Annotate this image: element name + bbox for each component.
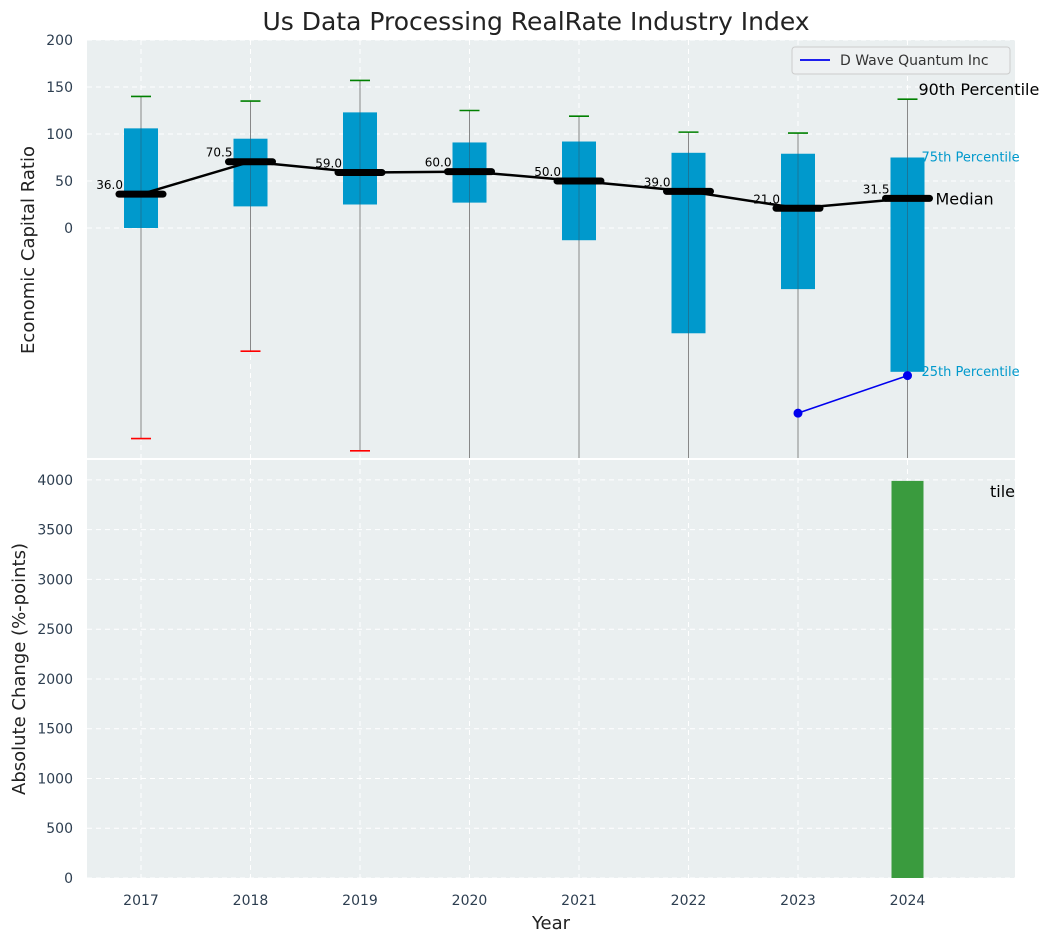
top-y-tick-label: 50 xyxy=(55,174,73,190)
annotation-p25: 25th Percentile xyxy=(922,365,1020,380)
bottom-y-tick-label: 1500 xyxy=(37,722,73,738)
annotation-p75: 75th Percentile xyxy=(922,151,1020,166)
top-y-tick-label: 200 xyxy=(46,33,73,49)
x-tick-label: 2024 xyxy=(890,893,926,909)
company-line xyxy=(797,374,908,414)
median-value-label: 31.5 xyxy=(863,182,890,196)
bottom-y-tick-label: 3000 xyxy=(37,572,73,588)
x-tick-label: 2020 xyxy=(452,893,488,909)
top-y-axis-label: Economic Capital Ratio xyxy=(18,146,39,354)
x-tick-label: 2017 xyxy=(123,893,159,909)
bottom-y-tick-label: 2000 xyxy=(37,672,73,688)
median-value-label: 50.0 xyxy=(534,165,561,179)
percentile-annotations: 90th Percentile 75th Percentile Median 25th… xyxy=(919,80,1040,380)
bar xyxy=(891,480,924,878)
median-value-label: 70.5 xyxy=(206,146,233,160)
bottom-gridlines xyxy=(87,460,1015,879)
x-tick-label: 2019 xyxy=(342,893,378,909)
bottom-y-tick-label: 500 xyxy=(46,821,73,837)
box-series: 36.0 70.5 59.0 60.0 50.0 39.0 21.0 31.5 xyxy=(96,79,933,459)
legend: D Wave Quantum Inc xyxy=(791,46,1011,75)
company-point xyxy=(793,408,803,418)
legend-box xyxy=(791,46,1011,75)
clipped-annotation: tile xyxy=(990,482,1015,501)
top-y-tick-label: 0 xyxy=(64,221,73,237)
bottom-y-tick-label: 0 xyxy=(64,871,73,887)
x-tick-label: 2018 xyxy=(233,893,269,909)
median-value-label: 60.0 xyxy=(425,156,452,170)
top-plot-area xyxy=(87,40,1015,459)
bottom-y-tick-label: 1000 xyxy=(37,771,73,787)
bottom-y-axis-label: Absolute Change (%-points) xyxy=(9,543,30,795)
bottom-plot-area xyxy=(87,460,1015,878)
top-y-ticks: 200 150 100 50 0 xyxy=(46,33,73,237)
median-value-label: 21.0 xyxy=(753,192,780,206)
legend-entry-company: D Wave Quantum Inc xyxy=(840,53,989,69)
x-axis-label: Year xyxy=(531,913,571,934)
median-value-label: 39.0 xyxy=(644,175,671,189)
annotation-median: Median xyxy=(936,189,994,208)
x-tick-label: 2021 xyxy=(561,893,597,909)
median-value-label: 36.0 xyxy=(96,178,123,192)
x-tick-label: 2022 xyxy=(671,893,707,909)
bottom-y-tick-label: 4000 xyxy=(37,473,73,489)
top-y-tick-label: 100 xyxy=(46,127,73,143)
top-y-tick-label: 150 xyxy=(46,80,73,96)
annotation-p90: 90th Percentile xyxy=(919,80,1040,99)
bottom-y-tick-label: 2500 xyxy=(37,622,73,638)
chart-title: Us Data Processing RealRate Industry Ind… xyxy=(262,7,809,36)
bottom-y-tick-label: 3500 xyxy=(37,523,73,539)
bottom-y-ticks: 4000 3500 3000 2500 2000 1500 1000 500 0 xyxy=(37,473,73,887)
x-tick-label: 2023 xyxy=(780,893,816,909)
company-point xyxy=(903,371,912,381)
bar-series xyxy=(891,480,924,878)
median-value-label: 59.0 xyxy=(315,157,342,171)
x-ticks: 2017 2018 2019 2020 2021 2022 2023 2024 xyxy=(123,893,925,909)
